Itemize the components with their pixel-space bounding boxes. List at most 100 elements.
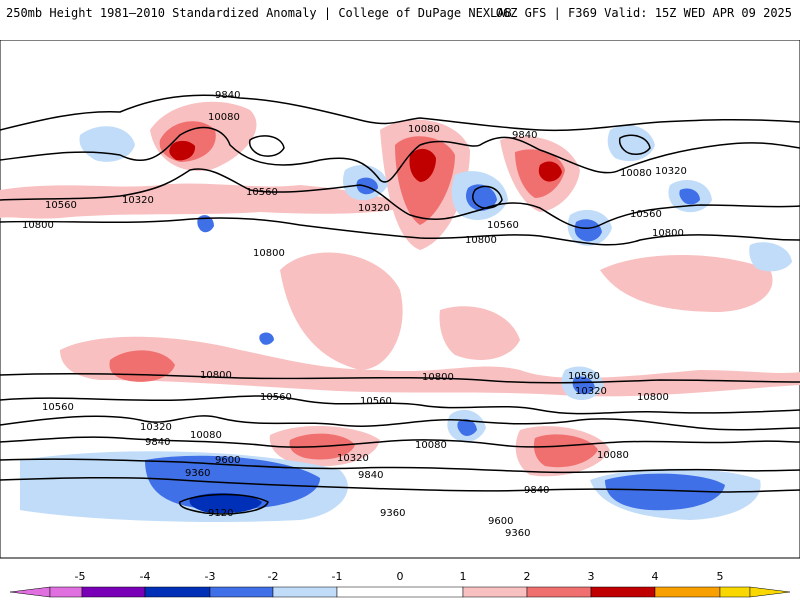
contour-line [0, 415, 800, 431]
contour-label: 10560 [630, 209, 662, 220]
contour-label: 10320 [358, 203, 390, 214]
neg-anomaly-area [679, 188, 700, 205]
contour-label: 10800 [253, 248, 285, 259]
colorbar-swatch [49, 586, 83, 598]
neg-anomaly-area [356, 177, 378, 195]
colorbar-swatch [590, 586, 656, 598]
contour-label: 9600 [215, 455, 240, 466]
colorbar-swatch [654, 586, 721, 598]
contour-label: 10320 [575, 386, 607, 397]
neg-anomaly-area [197, 215, 214, 233]
contour-label: 10800 [422, 372, 454, 383]
contour-label: 10560 [45, 200, 77, 211]
colorbar-swatch [526, 586, 592, 598]
pos-anomaly-area [600, 255, 773, 312]
contour-label: 10560 [360, 396, 392, 407]
contour-line [618, 134, 651, 155]
neg-anomaly-area [574, 219, 602, 242]
contour-line [0, 217, 800, 246]
contour-line [0, 168, 800, 230]
colorbar-label: -3 [205, 570, 216, 583]
colorbar-label: 0 [397, 570, 404, 583]
contour-line [0, 373, 800, 384]
contour-label: 9840 [215, 90, 240, 101]
colorbar-swatch [272, 586, 338, 598]
contour-line [472, 185, 503, 209]
contour-label: 9840 [512, 130, 537, 141]
contour-label: 10560 [260, 392, 292, 403]
neg-anomaly-area [259, 332, 274, 345]
contour-label: 10080 [415, 440, 447, 451]
contour-label: 10560 [246, 187, 278, 198]
pos-anomaly-area [533, 434, 598, 468]
colorbar-label: -5 [75, 570, 86, 583]
colorbar-swatch [144, 586, 211, 598]
contour-label: 9840 [145, 437, 170, 448]
header-valid-time: 06Z GFS | F369 Valid: 15Z WED APR 09 202… [495, 6, 792, 20]
contour-label: 10560 [487, 220, 519, 231]
contour-line [0, 94, 800, 132]
contour-label: 10080 [190, 430, 222, 441]
neg-anomaly-area [605, 473, 725, 511]
contour-label: 10080 [597, 450, 629, 461]
contour-label: 10800 [637, 392, 669, 403]
pos-anomaly-area [280, 252, 403, 370]
colorbar-label: 4 [652, 570, 659, 583]
colorbar-label: -1 [332, 570, 343, 583]
colorbar-swatch [462, 586, 528, 598]
pos-anomaly-area [538, 161, 562, 182]
contour-label: 10800 [22, 220, 54, 231]
contour-label: 10080 [208, 112, 240, 123]
contour-label: 10800 [200, 370, 232, 381]
neg-anomaly-area [189, 493, 262, 514]
contour-label: 9600 [488, 516, 513, 527]
contour-label: 9120 [208, 508, 233, 519]
colorbar-label: 1 [460, 570, 467, 583]
contour-label: 10080 [408, 124, 440, 135]
colorbar-labels: -5 -4 -3 -2 -1 0 1 2 3 4 5 [75, 570, 724, 583]
colorbar-swatch [209, 586, 274, 598]
neg-anomaly-area [572, 376, 595, 395]
pos-anomaly-area [169, 140, 196, 161]
contour-label: 9360 [185, 468, 210, 479]
contour-label: 10320 [140, 422, 172, 433]
pos-anomaly-area [439, 306, 520, 360]
contour-label: 9840 [524, 485, 549, 496]
contour-label: 9360 [380, 508, 405, 519]
colorbar-label: -4 [140, 570, 151, 583]
contour-labels: 9840 10080 10080 9840 10560 10320 10560 … [22, 90, 687, 539]
contour-line [0, 476, 800, 493]
contour-label: 10560 [42, 402, 74, 413]
colorbar-label: 5 [717, 570, 724, 583]
colorbar-swatch [719, 586, 751, 598]
contour-label: 10800 [652, 228, 684, 239]
neg-anomaly-area [457, 419, 477, 436]
anomaly-map: 9840 10080 10080 9840 10560 10320 10560 … [0, 40, 800, 559]
height-contours [0, 94, 800, 515]
colorbar-label: 3 [588, 570, 595, 583]
pos-anomaly-area [409, 148, 436, 182]
colorbar-swatches [9, 586, 791, 598]
colorbar-label: -2 [268, 570, 279, 583]
pos-anomaly-area [0, 183, 420, 219]
contour-line [0, 436, 800, 448]
contour-line [248, 135, 285, 157]
neg-anomaly-area [749, 242, 792, 272]
colorbar: -5 -4 -3 -2 -1 0 1 2 3 4 5 [9, 570, 791, 598]
contour-label: 10800 [465, 235, 497, 246]
contour-line [0, 395, 800, 415]
contour-line [179, 493, 269, 515]
contour-label: 10080 [620, 168, 652, 179]
colorbar-swatch [336, 586, 464, 598]
contour-label: 9360 [505, 528, 530, 539]
contour-line [0, 458, 800, 474]
colorbar-arrow-right [749, 586, 791, 598]
contour-label: 9840 [358, 470, 383, 481]
contour-label: 10320 [122, 195, 154, 206]
colorbar-swatch [81, 586, 146, 598]
colorbar-label: 2 [524, 570, 531, 583]
contour-label: 10320 [337, 453, 369, 464]
colorbar-arrow-left [9, 586, 51, 598]
contour-line [0, 126, 800, 183]
contour-label: 10320 [655, 166, 687, 177]
